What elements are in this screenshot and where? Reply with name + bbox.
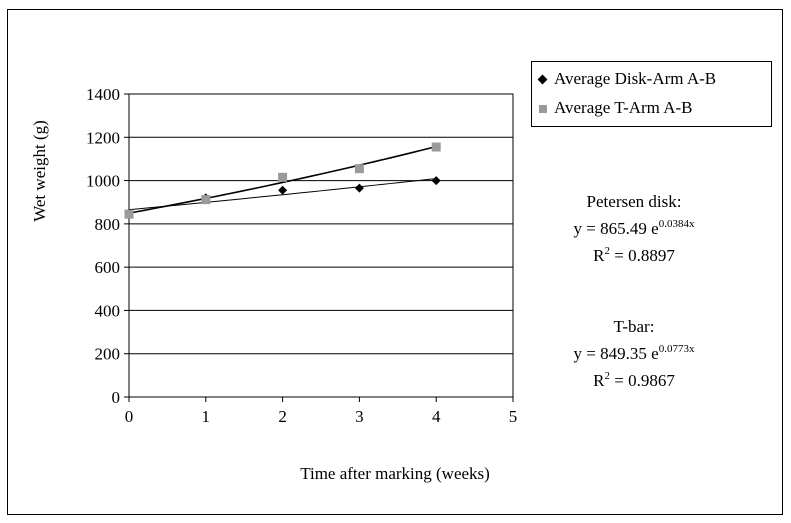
legend-label-tbar: Average T-Arm A-B <box>554 98 693 117</box>
x-tick-label: 1 <box>202 407 211 426</box>
axes-layer <box>124 93 514 402</box>
data-point-tbar <box>431 142 441 152</box>
grid-layer <box>129 93 513 355</box>
data-point-tbar <box>354 164 364 174</box>
disk-r-squared: R2 = 0.8897 <box>534 240 734 267</box>
disk-r2-symbol: R <box>593 246 605 265</box>
x-tick-label: 3 <box>355 407 364 426</box>
data-point-disk <box>354 183 364 193</box>
data-point-disk <box>278 185 288 195</box>
disk-equation-exponent: 0.0384x <box>658 218 695 230</box>
x-tick-label: 2 <box>278 407 287 426</box>
x-tick-label: 5 <box>509 407 518 426</box>
legend-item-tbar: Average T-Arm A-B <box>538 95 693 121</box>
data-point-tbar <box>201 195 211 205</box>
legend-label-disk: Average Disk-Arm A-B <box>554 69 717 88</box>
x-tick-label: 0 <box>125 407 134 426</box>
tbar-equation: y = 849.35 e0.0773x <box>534 338 734 365</box>
disk-r2-value: = 0.8897 <box>610 246 675 265</box>
data-point-disk <box>431 176 441 186</box>
tbar-annotation-title: T-bar: <box>613 317 655 336</box>
disk-equation-base: y = 865.49 e <box>573 219 659 238</box>
trendline-tbar <box>128 145 437 214</box>
diamond-marker-icon <box>538 73 548 87</box>
y-tick-label: 1200 <box>86 128 120 147</box>
disk-r2-superscript: 2 <box>604 245 611 257</box>
tbar-r2-value: = 0.9867 <box>610 371 675 390</box>
tbar-equation-base: y = 849.35 e <box>573 344 659 363</box>
petersen-disk-annotation: Petersen disk: y = 865.49 e0.0384x R2 = … <box>534 191 734 267</box>
tick-labels-layer: 0 200 400 600 800 1000 1200 1400 0 1 2 3 4 5 <box>86 85 517 426</box>
tbar-r-squared: R2 = 0.9867 <box>534 365 734 392</box>
y-axis-label: Wet weight (g) <box>30 120 49 222</box>
data-point-tbar <box>278 172 288 182</box>
tbar-r2-symbol: R <box>593 371 605 390</box>
points-layer <box>124 142 441 219</box>
disk-equation: y = 865.49 e0.0384x <box>534 213 734 240</box>
legend: Average Disk-Arm A-B Average T-Arm A-B <box>531 61 772 127</box>
y-tick-label: 600 <box>95 258 121 277</box>
disk-annotation-title: Petersen disk: <box>586 192 682 211</box>
y-tick-label: 800 <box>95 215 121 234</box>
y-tick-label: 200 <box>95 345 121 364</box>
plot-area-border <box>128 93 514 398</box>
legend-item-disk: Average Disk-Arm A-B <box>538 66 716 92</box>
tbar-r2-superscript: 2 <box>604 370 611 382</box>
y-tick-label: 1000 <box>86 172 120 191</box>
t-bar-annotation: T-bar: y = 849.35 e0.0773x R2 = 0.9867 <box>534 316 734 392</box>
x-axis-label: Time after marking (weeks) <box>300 464 490 483</box>
y-tick-label: 1400 <box>86 85 120 104</box>
data-point-tbar <box>124 209 134 219</box>
tbar-equation-exponent: 0.0773x <box>658 343 695 355</box>
y-tick-label: 400 <box>95 301 121 320</box>
square-marker-icon <box>538 102 548 116</box>
x-tick-label: 4 <box>432 407 441 426</box>
y-tick-label: 0 <box>112 388 121 407</box>
